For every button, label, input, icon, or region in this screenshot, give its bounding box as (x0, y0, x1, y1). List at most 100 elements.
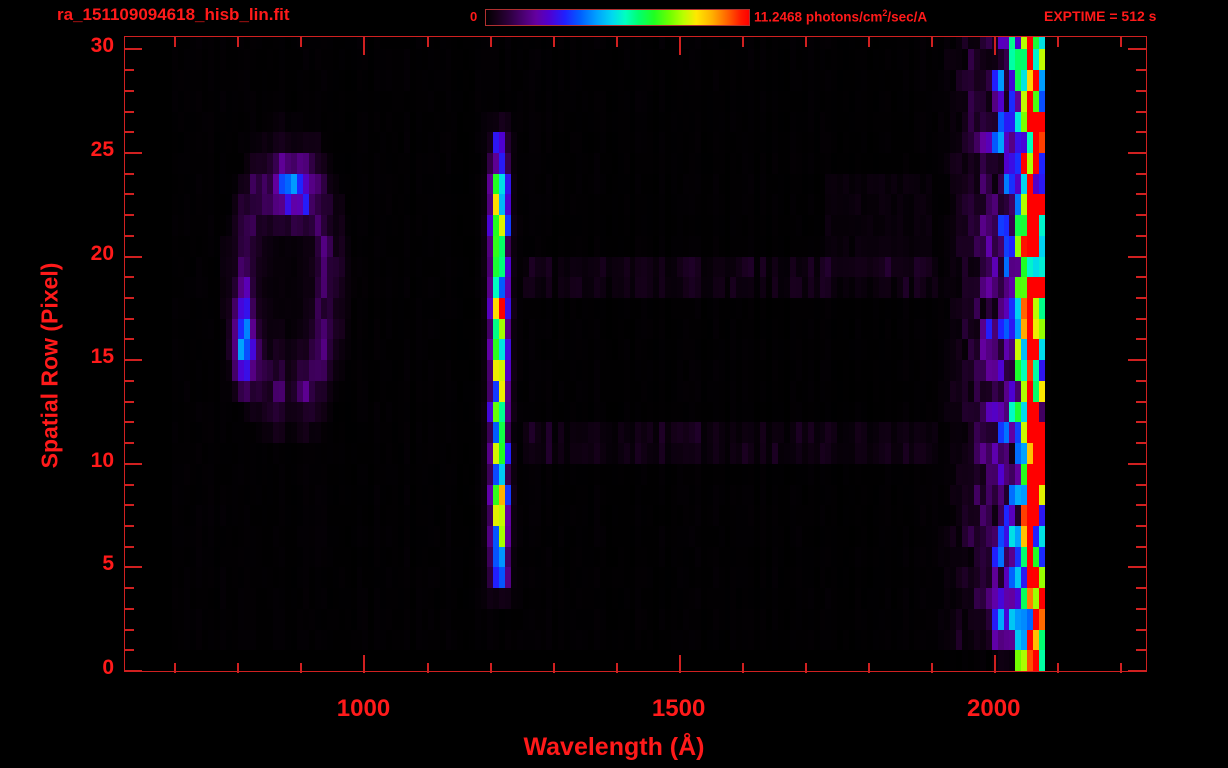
y-tick-20 (124, 255, 142, 258)
y-tick-23 (124, 193, 134, 196)
exptime-label: EXPTIME = 512 s (1044, 8, 1157, 24)
y-tick-right-18 (1136, 297, 1146, 300)
spectrum-heatmap-canvas (125, 37, 1146, 671)
x-tick-top-1800 (867, 37, 870, 47)
y-tick-right-23 (1136, 193, 1146, 196)
x-tick-top-2200 (1119, 37, 1122, 47)
y-tick-right-25 (1128, 152, 1146, 155)
y-tick-right-7 (1136, 524, 1146, 527)
y-tick-right-27 (1136, 110, 1146, 113)
page-title: ra_151109094618_hisb_lin.fit (57, 5, 290, 24)
y-tick-16 (124, 338, 134, 341)
y-tick-label-20: 20 (90, 241, 114, 265)
colorbar-max-label: 11.2468 photons/cm2/sec/A (754, 8, 927, 25)
y-tick-30 (124, 48, 142, 51)
y-tick-22 (124, 214, 134, 217)
x-tick-1400 (615, 663, 618, 673)
colorbar-min-label: 0 (470, 9, 478, 24)
y-tick-4 (124, 587, 134, 590)
y-tick-14 (124, 379, 134, 382)
y-tick-8 (124, 504, 134, 507)
x-tick-label-2000: 2000 (967, 695, 1021, 722)
y-tick-28 (124, 89, 134, 92)
x-tick-top-1400 (615, 37, 618, 47)
y-tick-11 (124, 442, 134, 445)
y-tick-label-0: 0 (102, 656, 114, 679)
y-tick-12 (124, 421, 134, 424)
x-tick-1900 (930, 663, 933, 673)
x-tick-label-1000: 1000 (336, 695, 391, 722)
colorbar-unit-prefix: photons/cm (805, 9, 883, 25)
x-tick-1200 (489, 663, 492, 673)
y-tick-right-10 (1128, 462, 1146, 465)
y-tick-right-24 (1136, 172, 1146, 175)
x-tick-700 (174, 663, 177, 673)
x-tick-1000 (363, 655, 366, 673)
y-tick-right-3 (1136, 607, 1146, 610)
y-axis-title: Spatial Row (Pixel) (36, 262, 63, 469)
y-tick-right-4 (1136, 587, 1146, 590)
y-tick-right-6 (1136, 545, 1146, 548)
y-tick-0 (124, 670, 142, 672)
colorbar-unit-exponent: 2 (882, 8, 888, 18)
x-tick-top-1600 (741, 37, 744, 47)
y-tick-9 (124, 483, 134, 486)
y-tick-label-25: 25 (90, 138, 114, 162)
x-tick-1800 (867, 663, 870, 673)
y-tick-right-30 (1128, 48, 1146, 51)
y-tick-right-9 (1136, 483, 1146, 486)
y-tick-right-29 (1136, 69, 1146, 72)
x-axis-title: Wavelength (Å) (523, 733, 705, 761)
x-tick-top-1200 (489, 37, 492, 47)
x-tick-800 (237, 663, 240, 673)
y-tick-right-1 (1136, 649, 1146, 652)
y-tick-1 (124, 649, 134, 652)
y-tick-29 (124, 69, 134, 72)
y-tick-right-20 (1128, 255, 1146, 258)
y-tick-label-15: 15 (90, 345, 114, 369)
y-tick-label-5: 5 (102, 552, 114, 576)
x-tick-1700 (804, 663, 807, 673)
y-tick-right-21 (1136, 234, 1146, 237)
x-tick-top-1300 (552, 37, 555, 47)
y-tick-right-22 (1136, 214, 1146, 217)
y-tick-26 (124, 131, 134, 134)
y-tick-right-15 (1128, 359, 1146, 362)
x-tick-label-1500: 1500 (651, 695, 706, 722)
x-tick-top-1100 (426, 37, 429, 47)
x-tick-top-800 (237, 37, 240, 47)
y-tick-right-17 (1136, 317, 1146, 320)
y-tick-right-14 (1136, 379, 1146, 382)
x-tick-top-1900 (930, 37, 933, 47)
x-tick-top-2100 (1056, 37, 1059, 47)
y-tick-right-8 (1136, 504, 1146, 507)
x-tick-top-1000 (363, 37, 366, 55)
y-tick-2 (124, 628, 134, 631)
x-tick-2100 (1056, 663, 1059, 673)
y-tick-right-11 (1136, 442, 1146, 445)
x-tick-top-2000 (993, 37, 996, 55)
y-tick-label-10: 10 (90, 448, 114, 472)
y-tick-right-26 (1136, 131, 1146, 134)
y-tick-right-19 (1136, 276, 1146, 279)
y-tick-7 (124, 524, 134, 527)
x-tick-1500 (678, 655, 681, 673)
plot-frame (124, 36, 1147, 672)
y-tick-right-2 (1136, 628, 1146, 631)
x-tick-top-900 (300, 37, 303, 47)
y-tick-right-28 (1136, 89, 1146, 92)
y-tick-6 (124, 545, 134, 548)
y-tick-13 (124, 400, 134, 403)
x-tick-top-1700 (804, 37, 807, 47)
x-tick-1100 (426, 663, 429, 673)
y-tick-3 (124, 607, 134, 610)
x-tick-2200 (1119, 663, 1122, 673)
colorbar-unit-suffix: /sec/A (887, 9, 928, 25)
y-tick-25 (124, 152, 142, 155)
x-tick-top-700 (174, 37, 177, 47)
y-tick-label-30: 30 (90, 34, 114, 58)
y-tick-right-16 (1136, 338, 1146, 341)
y-tick-5 (124, 566, 142, 569)
x-tick-2000 (993, 655, 996, 673)
